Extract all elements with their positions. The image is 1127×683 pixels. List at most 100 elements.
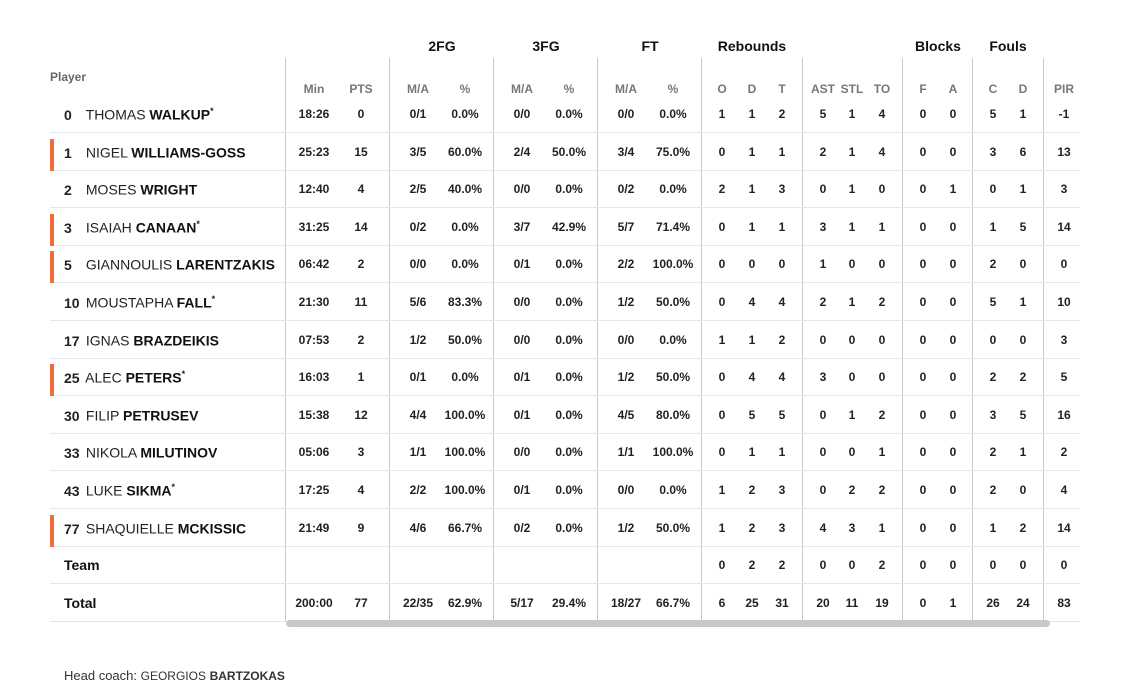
cell-blk-a: 0 — [949, 145, 957, 159]
column-header-reb-t[interactable]: T — [778, 82, 786, 96]
column-header-reb-o[interactable]: O — [717, 82, 727, 96]
cell-3fg-ma: 3/7 — [513, 220, 531, 234]
column-header-min[interactable]: Min — [303, 82, 325, 96]
column-header-pts[interactable]: PTS — [349, 82, 373, 96]
player-name[interactable]: 33 NIKOLA MILUTINOV — [64, 444, 217, 461]
column-header-3fg-ma[interactable]: M/A — [511, 82, 533, 96]
cell-ft-ma: 1/1 — [617, 445, 635, 459]
cell-stl: 0 — [848, 370, 856, 384]
player-last-name: WALKUP — [149, 106, 211, 123]
player-first-name: THOMAS — [85, 106, 146, 123]
cell-3fg-pct: 0.0% — [555, 295, 583, 309]
player-name[interactable]: 30 FILIP PETRUSEV — [64, 407, 198, 424]
cell-reb-o: 2 — [718, 182, 726, 196]
player-name[interactable]: 25 ALEC PETERS* — [64, 369, 185, 386]
column-header-foul-c[interactable]: C — [988, 82, 998, 96]
cell-reb-o: 0 — [718, 445, 726, 459]
cell-foul-d: 2 — [1019, 521, 1027, 535]
player-last-name: WRIGHT — [140, 181, 198, 198]
column-header-3fg-pct[interactable]: % — [563, 82, 575, 96]
cell-reb-t: 1 — [778, 220, 786, 234]
column-header-reb-d[interactable]: D — [747, 82, 757, 96]
cell-blk-f: 0 — [919, 257, 927, 271]
cell-reb-o: 6 — [718, 596, 726, 610]
column-header-foul-d[interactable]: D — [1018, 82, 1028, 96]
player-name[interactable]: 0 THOMAS WALKUP* — [64, 106, 214, 123]
cell-foul-d: 0 — [1019, 558, 1027, 572]
cell-blk-a: 0 — [949, 370, 957, 384]
cell-2fg-pct: 66.7% — [447, 521, 483, 535]
cell-foul-c: 0 — [989, 558, 997, 572]
team-label: Team — [64, 557, 100, 573]
cell-reb-o: 1 — [718, 521, 726, 535]
player-first-name: ISAIAH — [85, 219, 132, 236]
cell-stl: 1 — [848, 408, 856, 422]
column-header-ft-pct[interactable]: % — [667, 82, 679, 96]
cell-blk-a: 0 — [949, 483, 957, 497]
column-header-2fg-pct[interactable]: % — [459, 82, 471, 96]
cell-foul-d: 1 — [1019, 107, 1027, 121]
column-divider — [972, 58, 973, 621]
player-column-header[interactable]: Player — [50, 70, 87, 84]
column-header-ast[interactable]: AST — [811, 82, 835, 96]
player-name[interactable]: 77 SHAQUIELLE MCKISSIC — [64, 520, 246, 537]
player-star: * — [181, 369, 186, 379]
cell-3fg-pct: 42.9% — [551, 220, 587, 234]
player-star: * — [196, 219, 200, 229]
table-row: 17 IGNAS BRAZDEIKIS 07:53 2 1/2 50.0% 0/0 0.0%… — [50, 321, 1080, 359]
cell-3fg-ma: 5/17 — [510, 596, 534, 610]
table-row: 10 MOUSTAPHA FALL* 21:30 11 5/6 83.3% 0/0 0.0%… — [50, 283, 1080, 321]
cell-ft-ma: 0/2 — [617, 182, 635, 196]
cell-reb-o: 0 — [718, 295, 726, 309]
cell-pir: 10 — [1057, 295, 1071, 309]
group-header-blocks: Blocks — [915, 38, 961, 54]
cell-2fg-pct: 62.9% — [447, 596, 483, 610]
cell-ast: 4 — [819, 521, 827, 535]
cell-ft-pct: 50.0% — [655, 521, 691, 535]
cell-blk-f: 0 — [919, 220, 927, 234]
player-name[interactable]: 3 ISAIAH CANAAN* — [64, 219, 200, 236]
total-row: Total 200:00 77 22/35 62.9% 5/17 29.4% 18/27 66.… — [50, 584, 1080, 622]
cell-3fg-ma: 0/0 — [513, 333, 531, 347]
cell-reb-o: 0 — [718, 257, 726, 271]
player-name[interactable]: 17 IGNAS BRAZDEIKIS — [64, 332, 219, 349]
horizontal-scrollbar[interactable] — [286, 620, 1050, 627]
cell-blk-a: 0 — [949, 333, 957, 347]
player-name[interactable]: 43 LUKE SIKMA* — [64, 482, 175, 499]
player-name[interactable]: 1 NIGEL WILLIAMS-GOSS — [64, 144, 246, 161]
cell-blk-a: 0 — [949, 521, 957, 535]
column-divider — [285, 58, 286, 621]
cell-ft-ma: 2/2 — [617, 257, 635, 271]
cell-reb-t: 2 — [778, 333, 786, 347]
cell-stl: 1 — [848, 220, 856, 234]
cell-reb-d: 2 — [748, 521, 756, 535]
column-header-ft-ma[interactable]: M/A — [615, 82, 637, 96]
table-row: 43 LUKE SIKMA* 17:25 4 2/2 100.0% 0/1 0.0% 0/0 0… — [50, 471, 1080, 509]
cell-foul-d: 1 — [1019, 445, 1027, 459]
cell-blk-f: 0 — [919, 107, 927, 121]
column-header-stl[interactable]: STL — [840, 82, 864, 96]
starter-marker — [50, 515, 54, 547]
cell-3fg-pct: 0.0% — [555, 333, 583, 347]
cell-3fg-ma: 2/4 — [513, 145, 531, 159]
player-name[interactable]: 2 MOSES WRIGHT — [64, 181, 197, 198]
column-header-blk-a[interactable]: A — [948, 82, 958, 96]
cell-to: 0 — [878, 257, 886, 271]
cell-reb-d: 4 — [748, 295, 756, 309]
cell-foul-c: 2 — [989, 257, 997, 271]
cell-pir: 0 — [1060, 558, 1068, 572]
column-header-blk-f[interactable]: F — [919, 82, 927, 96]
column-header-2fg-ma[interactable]: M/A — [407, 82, 429, 96]
player-name[interactable]: 5 GIANNOULIS LARENTZAKIS — [64, 256, 275, 273]
cell-2fg-ma: 0/2 — [409, 220, 427, 234]
column-header-pir[interactable]: PIR — [1053, 82, 1074, 96]
column-header-to[interactable]: TO — [873, 82, 891, 96]
player-last-name: MILUTINOV — [140, 444, 218, 461]
cell-reb-t: 4 — [778, 295, 786, 309]
player-name[interactable]: 10 MOUSTAPHA FALL* — [64, 294, 215, 311]
cell-stl: 0 — [848, 558, 856, 572]
group-header-fouls: Fouls — [989, 38, 1027, 54]
table-row: 1 NIGEL WILLIAMS-GOSS 25:23 15 3/5 60.0% 2/4 5… — [50, 133, 1080, 171]
cell-pts: 4 — [357, 483, 365, 497]
cell-min: 16:03 — [298, 370, 330, 384]
